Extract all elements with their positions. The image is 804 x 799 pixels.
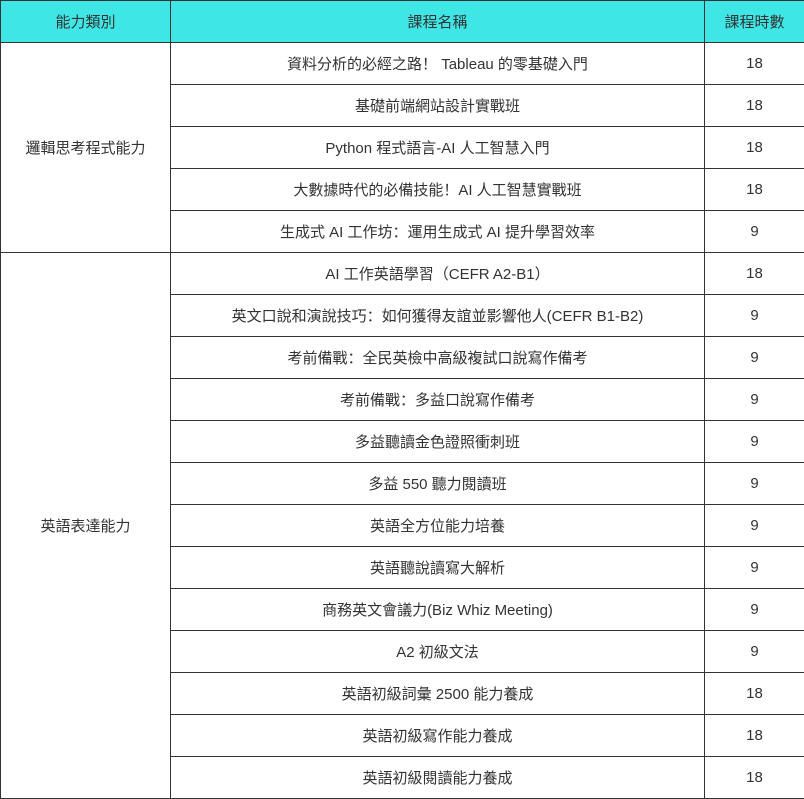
table-header: 能力類別 課程名稱 課程時數 bbox=[1, 1, 804, 43]
course-hours-cell: 18 bbox=[705, 85, 804, 127]
course-name-cell: AI 工作英語學習（CEFR A2-B1） bbox=[171, 253, 705, 295]
course-hours-cell: 18 bbox=[705, 127, 804, 169]
course-name-cell: 基礎前端網站設計實戰班 bbox=[171, 85, 705, 127]
header-course: 課程名稱 bbox=[171, 1, 705, 43]
course-hours-cell: 18 bbox=[705, 673, 804, 715]
course-hours-cell: 9 bbox=[705, 631, 804, 673]
course-name-cell: 考前備戰：全民英檢中高級複試口說寫作備考 bbox=[171, 337, 705, 379]
header-hours: 課程時數 bbox=[705, 1, 804, 43]
course-name-cell: 商務英文會議力(Biz Whiz Meeting) bbox=[171, 589, 705, 631]
course-hours-cell: 18 bbox=[705, 757, 804, 799]
course-hours-cell: 9 bbox=[705, 463, 804, 505]
table-body: 邏輯思考程式能力資料分析的必經之路！ Tableau 的零基礎入門18基礎前端網… bbox=[1, 43, 804, 799]
course-hours-cell: 9 bbox=[705, 505, 804, 547]
course-hours-cell: 9 bbox=[705, 337, 804, 379]
course-hours-cell: 9 bbox=[705, 295, 804, 337]
course-hours-cell: 9 bbox=[705, 547, 804, 589]
course-name-cell: 英語初級詞彙 2500 能力養成 bbox=[171, 673, 705, 715]
course-name-cell: 考前備戰：多益口說寫作備考 bbox=[171, 379, 705, 421]
course-name-cell: 生成式 AI 工作坊：運用生成式 AI 提升學習效率 bbox=[171, 211, 705, 253]
course-name-cell: 大數據時代的必備技能！AI 人工智慧實戰班 bbox=[171, 169, 705, 211]
header-category: 能力類別 bbox=[1, 1, 171, 43]
table-row: 邏輯思考程式能力資料分析的必經之路！ Tableau 的零基礎入門18 bbox=[1, 43, 804, 85]
category-cell: 邏輯思考程式能力 bbox=[1, 43, 171, 253]
course-hours-cell: 9 bbox=[705, 421, 804, 463]
course-name-cell: 多益聽讀金色證照衝刺班 bbox=[171, 421, 705, 463]
course-name-cell: 英語聽說讀寫大解析 bbox=[171, 547, 705, 589]
course-name-cell: A2 初級文法 bbox=[171, 631, 705, 673]
course-name-cell: 英語全方位能力培養 bbox=[171, 505, 705, 547]
course-name-cell: 英語初級寫作能力養成 bbox=[171, 715, 705, 757]
course-hours-cell: 18 bbox=[705, 169, 804, 211]
course-hours-cell: 9 bbox=[705, 379, 804, 421]
course-name-cell: Python 程式語言-AI 人工智慧入門 bbox=[171, 127, 705, 169]
course-name-cell: 多益 550 聽力閱讀班 bbox=[171, 463, 705, 505]
course-table: 能力類別 課程名稱 課程時數 邏輯思考程式能力資料分析的必經之路！ Tablea… bbox=[0, 0, 804, 799]
header-row: 能力類別 課程名稱 課程時數 bbox=[1, 1, 804, 43]
course-hours-cell: 18 bbox=[705, 253, 804, 295]
category-cell: 英語表達能力 bbox=[1, 253, 171, 799]
course-hours-cell: 9 bbox=[705, 211, 804, 253]
course-name-cell: 英文口說和演說技巧：如何獲得友誼並影響他人(CEFR B1-B2) bbox=[171, 295, 705, 337]
course-hours-cell: 18 bbox=[705, 43, 804, 85]
course-name-cell: 英語初級閱讀能力養成 bbox=[171, 757, 705, 799]
course-hours-cell: 9 bbox=[705, 589, 804, 631]
table-row: 英語表達能力AI 工作英語學習（CEFR A2-B1）18 bbox=[1, 253, 804, 295]
course-hours-cell: 18 bbox=[705, 715, 804, 757]
course-name-cell: 資料分析的必經之路！ Tableau 的零基礎入門 bbox=[171, 43, 705, 85]
